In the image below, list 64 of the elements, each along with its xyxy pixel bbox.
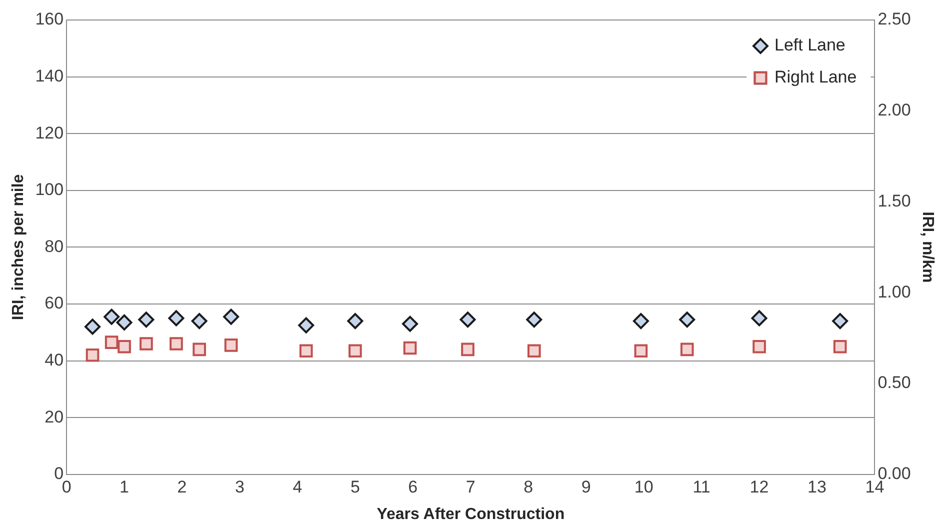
point [224,338,238,352]
point [298,317,314,334]
point [460,312,476,328]
point [679,312,696,328]
point [347,313,364,330]
y-tick-label: 20 [44,407,64,426]
y-tick-label: 140 [35,66,64,86]
point [403,341,417,355]
legend-label: Right Lane [774,68,857,87]
x-tick-label: 5 [350,477,360,496]
x-tick-label: 11 [692,477,710,496]
point [192,342,206,356]
point [833,340,847,354]
x-tick-label: 1 [120,477,130,496]
y2-tick-label: 2.00 [878,100,911,120]
x-tick-label: 3 [235,477,244,496]
point [832,313,848,330]
x-axis-title: Years After Construction [376,506,565,523]
x-tick-label: 2 [177,477,187,496]
y-axis-title: IRI, inches per mile [10,174,28,320]
y2-tick-label: 0.50 [878,373,911,392]
y-tick-label: 80 [44,236,64,256]
y2-tick-label: 2.50 [878,10,911,29]
point [170,337,183,350]
point [680,342,694,356]
point [104,308,120,325]
x-tick-label: 12 [750,477,769,496]
point [191,313,208,330]
point [526,312,542,328]
point [402,316,418,332]
x-tick-label: 7 [466,477,476,496]
x-tick-label: 8 [524,477,534,496]
point [104,336,118,349]
y-tick-label: 40 [44,350,64,370]
y-tick-label: 100 [35,180,64,200]
point [84,318,101,335]
point [527,344,541,358]
point [138,312,154,328]
x-tick-label: 9 [581,477,591,496]
y2-tick-label: 1.00 [878,282,911,302]
point [140,337,153,350]
x-tick-label: 6 [408,477,418,496]
point [461,342,474,356]
point [168,310,184,326]
x-tick-label: 10 [634,477,654,496]
point [223,308,240,325]
y2-axis-title: IRI, m/km [918,212,936,283]
point [632,313,649,330]
legend-label: Left Lane [774,36,846,55]
y-tick-label: 0 [54,464,64,484]
point [752,340,766,354]
point [116,314,132,330]
y-tick-label: 60 [44,294,64,313]
y-tick-label: 160 [35,10,64,29]
point [299,344,313,358]
point [86,348,100,362]
point [348,344,362,358]
point [118,340,131,354]
y2-tick-label: 1.50 [878,191,911,210]
x-tick-label: 13 [808,477,826,496]
point [634,344,648,358]
y-tick-label: 120 [35,123,64,142]
point [751,310,768,326]
x-tick-label: 4 [292,477,302,496]
